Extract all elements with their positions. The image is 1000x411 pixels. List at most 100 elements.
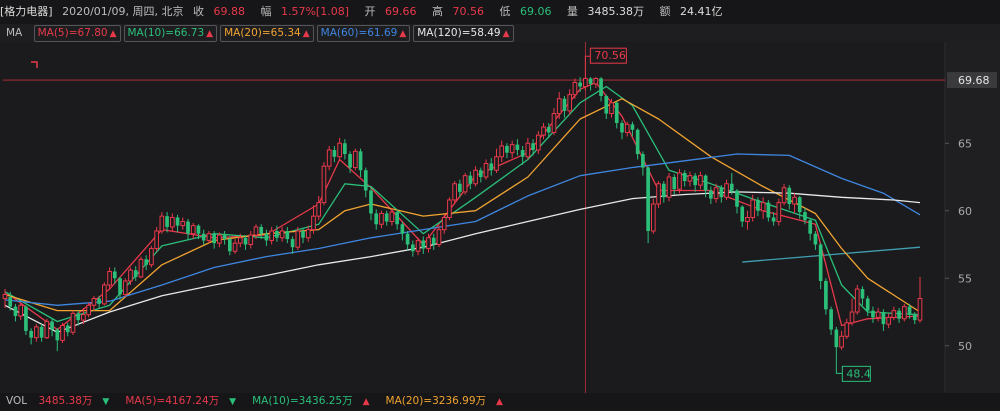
candle [232, 242, 238, 252]
min-marker-leader [835, 367, 843, 374]
candle [395, 212, 399, 225]
crosshair-price-label: 69.68 [958, 74, 990, 87]
candle [8, 297, 13, 307]
candle [301, 231, 305, 238]
ma-legend-item[interactable]: MA(120)=58.49 ▲ [413, 25, 514, 42]
candle [630, 124, 635, 130]
candle [881, 312, 886, 325]
corner-bracket-icon [31, 61, 38, 68]
candle [729, 183, 734, 191]
ma-legend-item[interactable]: MA(10)=66.73 ▲ [123, 25, 218, 42]
candle [275, 231, 279, 238]
vol-legend-text: MA(10)=3436.25万 [252, 395, 353, 407]
candle [217, 234, 222, 244]
candle [609, 102, 614, 115]
candle [326, 149, 332, 167]
candle [535, 134, 541, 151]
ma-legend-item[interactable]: MA(5)=67.80 ▲ [33, 25, 121, 42]
candle [677, 172, 682, 190]
max-marker-label: 70.56 [594, 49, 626, 62]
candle [556, 98, 562, 115]
candle [175, 217, 180, 226]
min-marker-box [841, 365, 871, 382]
candle [546, 127, 551, 133]
ma-legend-bar: MA MA(5)=67.80 ▲ MA(10)=66.73 ▲ MA(20)=65.34… [0, 24, 1000, 42]
candle [70, 312, 76, 333]
candle [295, 230, 301, 248]
candle [237, 237, 243, 244]
quote-date: 2020/01/09, 周四, 北京 [62, 5, 184, 18]
candle [620, 123, 624, 133]
candle [305, 229, 311, 239]
vol-indicator-label[interactable]: VOL [6, 395, 28, 407]
candle [332, 150, 337, 157]
candle [709, 190, 713, 199]
ma-indicator-label[interactable]: MA [6, 27, 23, 39]
candle [436, 229, 442, 245]
ma-legend-text: MA(5)=67.80 [37, 27, 108, 39]
candle [311, 215, 316, 231]
candle [781, 187, 787, 204]
stock-name[interactable]: [格力电器] [0, 5, 53, 18]
candle [871, 310, 875, 318]
candle [186, 221, 190, 234]
candle [462, 175, 468, 193]
candle [797, 197, 802, 213]
ma-line [4, 98, 921, 313]
candle [478, 170, 483, 177]
candle [321, 165, 327, 204]
candle [196, 225, 201, 234]
open-label: 开 [364, 5, 376, 18]
candle [661, 183, 666, 198]
candle [483, 163, 489, 178]
up-arrow-icon: ▲ [502, 29, 510, 39]
candle [24, 306, 28, 331]
candle [149, 248, 154, 266]
candle [264, 233, 269, 241]
candle [703, 175, 708, 191]
candle [551, 113, 557, 133]
ma-legend-item[interactable]: MA(60)=61.69 ▲ [316, 25, 411, 42]
candle [520, 150, 525, 157]
candle [144, 259, 149, 265]
vol-legend-text: MA(20)=3236.99万 [385, 395, 487, 407]
candle [787, 187, 792, 204]
candle [624, 123, 630, 133]
candle [431, 237, 436, 245]
candle [583, 77, 588, 88]
candle [499, 145, 505, 158]
candle [400, 224, 405, 234]
amount-value: 24.41亿 [680, 5, 723, 18]
candle [860, 289, 865, 299]
candle [60, 325, 65, 341]
candle [646, 167, 650, 231]
candle [389, 211, 395, 223]
candle [687, 175, 693, 182]
candle [614, 102, 619, 123]
candle [34, 326, 39, 339]
price-axis-panel [945, 42, 1000, 393]
candle [891, 310, 897, 318]
candle [452, 183, 457, 201]
candle [745, 217, 750, 223]
candle [541, 126, 546, 136]
vol-legend-item: 3485.38万 ▼ [38, 395, 117, 407]
candle [243, 237, 248, 245]
candle [384, 213, 389, 222]
ma-legend-item[interactable]: MA(20)=65.34 ▲ [220, 25, 314, 42]
candle [285, 231, 290, 240]
candle [682, 172, 687, 182]
candle [886, 316, 891, 325]
candle [343, 143, 347, 155]
candle [578, 82, 582, 87]
candle [854, 288, 860, 313]
candle [374, 213, 379, 225]
y-tick-label: 60 [958, 205, 972, 218]
candle [128, 269, 133, 282]
candle [651, 203, 656, 232]
ma-legend-text: MA(20)=65.34 [224, 27, 301, 39]
candle [138, 258, 144, 278]
candle [212, 233, 216, 244]
candle [97, 298, 101, 304]
